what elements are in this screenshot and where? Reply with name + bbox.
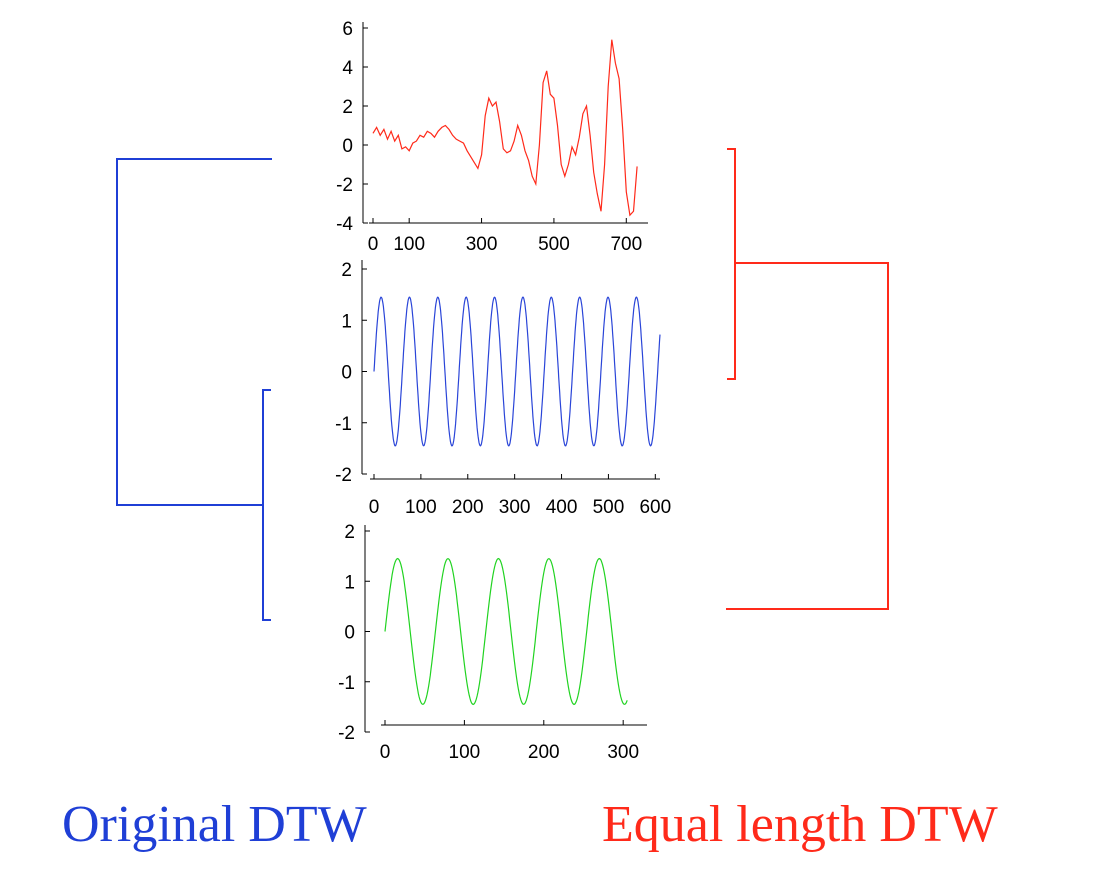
y-tick-label: -2: [336, 175, 353, 196]
series-line: [373, 296, 661, 447]
y-tick-label: 2: [342, 97, 353, 118]
dendrogram-outer-bracket: [726, 262, 889, 610]
x-tick-label: 500: [538, 234, 570, 255]
y-tick-label: -2: [335, 465, 352, 486]
dendrogram-outer-bracket: [116, 158, 272, 506]
x-tick-label: 500: [593, 497, 625, 518]
x-tick-label: 0: [380, 742, 391, 763]
chart-middle-blue-series: -2 -1 0 1 2 0 100 200 300 400 500 600: [335, 260, 671, 518]
x-tick-label: 400: [546, 497, 578, 518]
y-tick-label: 2: [341, 260, 352, 281]
chart-top-red-series: -4 -2 0 2 4 6 0 100 300 500 700: [336, 19, 648, 255]
dendrogram-inner-bracket: [262, 389, 271, 621]
x-tick-label: 300: [466, 234, 498, 255]
x-tick-label: 0: [368, 234, 379, 255]
y-tick-label: 6: [342, 19, 353, 40]
x-tick-label: 600: [639, 497, 671, 518]
y-tick-label: -2: [338, 723, 355, 744]
x-tick-label: 200: [528, 742, 560, 763]
x-tick-label: 100: [449, 742, 481, 763]
y-tick-label: 0: [344, 623, 355, 644]
y-tick-label: 4: [342, 58, 353, 79]
original-dtw-dendrogram: [116, 158, 272, 621]
x-tick-label: 700: [610, 234, 642, 255]
y-tick-label: 1: [341, 311, 352, 332]
x-tick-label: 100: [405, 497, 437, 518]
chart-bottom-green-series: -2 -1 0 1 2 0 100 200 300: [338, 522, 647, 763]
y-tick-label: 0: [342, 136, 353, 157]
y-tick-label: -4: [336, 214, 353, 235]
y-tick-label: 0: [341, 363, 352, 384]
y-tick-label: 2: [344, 522, 355, 543]
x-tick-label: 300: [499, 497, 531, 518]
x-tick-label: 300: [607, 742, 639, 763]
x-tick-label: 0: [369, 497, 380, 518]
y-tick-label: -1: [335, 414, 352, 435]
caption-original-dtw: Original DTW: [62, 796, 367, 853]
x-tick-label: 100: [393, 234, 425, 255]
y-tick-label: 1: [344, 572, 355, 593]
dendrogram-inner-bracket: [727, 148, 736, 380]
caption-equal-length-dtw: Equal length DTW: [602, 796, 998, 853]
series-line: [384, 557, 628, 706]
x-tick-label: 200: [452, 497, 484, 518]
y-tick-label: -1: [338, 673, 355, 694]
equal-length-dtw-dendrogram: [726, 148, 889, 610]
series-line: [372, 39, 638, 217]
